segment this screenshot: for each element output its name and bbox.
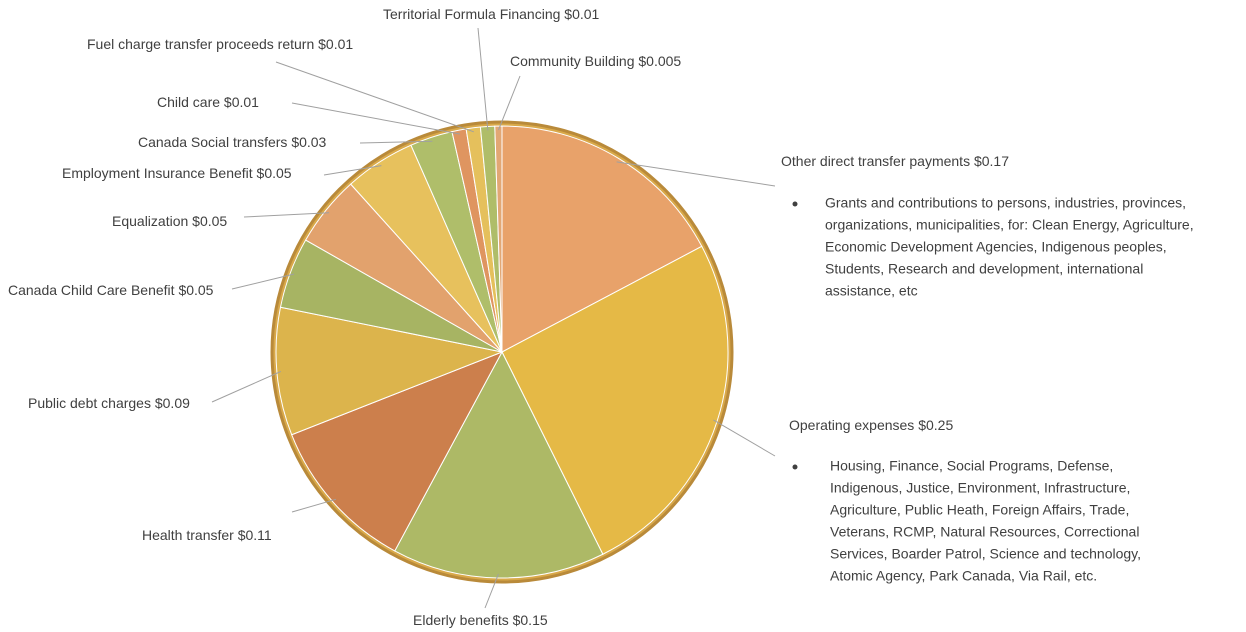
slice-label: Other direct transfer payments $0.17 [781,153,1009,169]
pie-slice [501,245,729,555]
slice-label: Operating expenses $0.25 [789,417,953,433]
category-name: Public debt charges [28,395,151,411]
annotation-line: Indigenous, Justice, Environment, Infras… [830,480,1130,496]
category-name: Territorial Formula Financing [383,6,560,22]
pie-slice [494,125,503,353]
category-name: Equalization [112,213,188,229]
slice-label: Community Building $0.005 [510,53,681,69]
pie-slice [394,350,604,579]
pie-slice [501,125,703,353]
category-name: Elderly benefits [413,612,509,628]
category-name: Other direct transfer payments [781,153,970,169]
value-label: $0.09 [155,395,190,411]
leader-line [291,498,337,513]
annotation-line: Services, Boarder Patrol, Science and te… [830,546,1141,562]
pie [275,125,729,579]
value-label: $0.11 [238,527,272,543]
leader-line [616,161,776,187]
annotation-line: Economic Development Agencies, Indigenou… [825,239,1167,255]
category-name: Community Building [510,53,635,69]
value-label: $0.01 [564,6,599,22]
annotation-line: Housing, Finance, Social Programs, Defen… [830,458,1113,474]
slice-label: Employment Insurance Benefit $0.05 [62,165,292,181]
value-label: $0.25 [918,417,953,433]
annotation-line: Veterans, RCMP, Natural Resources, Corre… [830,524,1139,540]
leader-line [477,27,489,131]
bullet [792,464,798,470]
slice-label: Health transfer $0.11 [142,527,272,543]
value-label: $0.05 [178,282,213,298]
value-label: $0.005 [638,53,681,69]
labels: Other direct transfer payments $0.17 Oper… [8,6,1194,628]
leader-line [291,102,460,135]
category-name: Canada Child Care Benefit [8,282,175,298]
slice-label: Territorial Formula Financing $0.01 [383,6,600,22]
leader-line [211,370,282,403]
annotation-line: Students, Research and development, inte… [825,261,1143,277]
annotation-line: Grants and contributions to persons, ind… [825,195,1186,211]
annotation-line: Agriculture, Public Heath, Foreign Affai… [830,502,1129,518]
leader-line [243,212,330,218]
value-label: $0.05 [257,165,292,181]
annotation-line: assistance, etc [825,283,918,299]
leader-line [497,75,521,131]
leader-line [359,140,433,144]
leader-line [713,419,776,457]
category-name: Operating expenses [789,417,914,433]
value-label: $0.03 [291,134,326,150]
category-name: Health transfer [142,527,234,543]
leader-line [323,165,382,176]
bullet [792,201,798,207]
value-label: $0.01 [318,36,353,52]
annotation-line: organizations, municipalities, for: Clea… [825,217,1194,233]
leader-line [484,573,499,609]
category-name: Fuel charge transfer proceeds return [87,36,314,52]
slice-label: Canada Social transfers $0.03 [138,134,327,150]
value-label: $0.17 [974,153,1009,169]
category-name: Child care [157,94,220,110]
slice-label: Canada Child Care Benefit $0.05 [8,282,214,298]
slice-label: Fuel charge transfer proceeds return $0.… [87,36,353,52]
slice-label: Equalization $0.05 [112,213,227,229]
slice-label: Elderly benefits $0.15 [413,612,548,628]
leader-line [231,273,295,290]
pie-slice [291,351,504,552]
category-name: Canada Social transfers [138,134,287,150]
slice-label: Public debt charges $0.09 [28,395,190,411]
value-label: $0.01 [224,94,259,110]
slice-label: Child care $0.01 [157,94,259,110]
value-label: $0.15 [513,612,548,628]
leader-line [275,61,474,133]
annotation-line: Atomic Agency, Park Canada, Via Rail, et… [830,568,1097,584]
value-label: $0.05 [192,213,227,229]
category-name: Employment Insurance Benefit [62,165,253,181]
pie-slice [275,306,504,436]
